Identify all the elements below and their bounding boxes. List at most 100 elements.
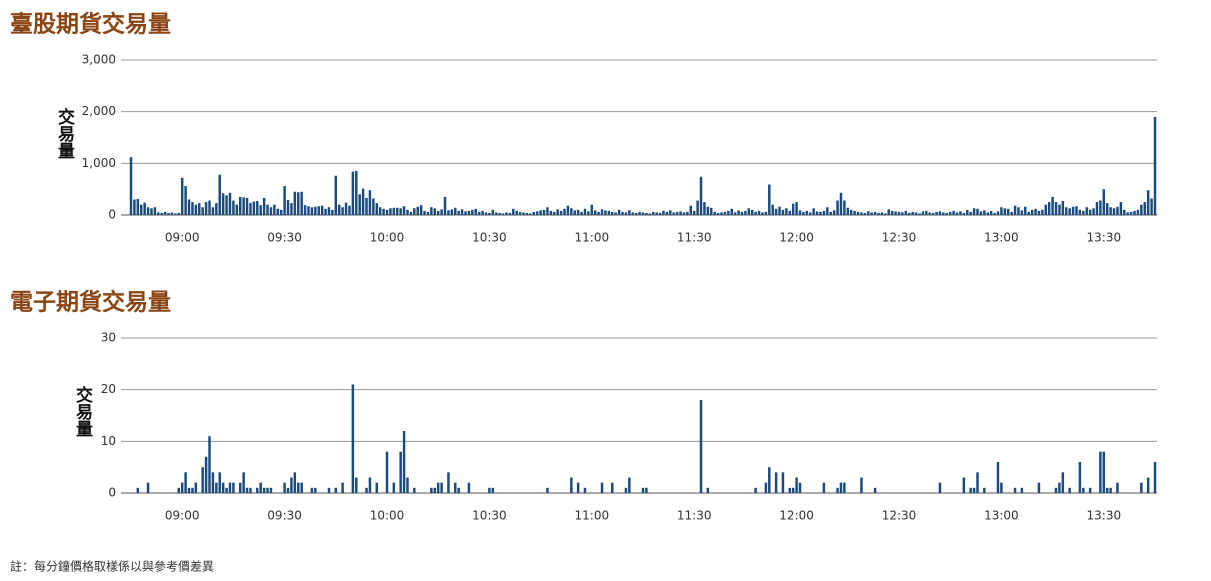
- bar: [146, 482, 150, 493]
- bar: [177, 487, 181, 493]
- bar: [942, 212, 945, 215]
- bar: [1099, 200, 1102, 215]
- bar: [297, 192, 300, 215]
- bar: [1109, 487, 1112, 493]
- bar: [1146, 190, 1150, 215]
- bar: [812, 208, 815, 215]
- bar: [945, 212, 949, 215]
- bar: [563, 208, 566, 215]
- bar: [481, 210, 484, 215]
- bar: [860, 477, 863, 493]
- bar: [634, 212, 638, 215]
- bar: [1140, 482, 1143, 493]
- bar: [221, 193, 225, 215]
- bar: [454, 207, 457, 215]
- bar: [911, 211, 914, 215]
- bar: [430, 487, 433, 493]
- bar: [822, 210, 826, 215]
- bar: [1030, 209, 1034, 215]
- bar: [853, 210, 856, 215]
- bar: [1102, 451, 1106, 493]
- bar: [1058, 204, 1061, 215]
- bar: [798, 482, 802, 493]
- bar: [1133, 210, 1136, 215]
- bar: [1126, 212, 1129, 215]
- bar: [457, 210, 460, 215]
- bar: [542, 209, 546, 215]
- x-tick-label: 12:00: [779, 509, 814, 523]
- bar: [1123, 209, 1126, 215]
- bar: [1003, 208, 1007, 215]
- bar: [488, 212, 491, 215]
- bar: [897, 211, 901, 215]
- bar: [710, 207, 713, 215]
- bar: [201, 207, 204, 215]
- bar: [1078, 462, 1082, 493]
- bar: [365, 197, 368, 215]
- bar: [549, 210, 553, 215]
- bar: [914, 212, 918, 215]
- bar: [320, 205, 324, 215]
- bar: [454, 482, 457, 493]
- bar: [692, 210, 696, 215]
- bar: [238, 196, 242, 215]
- bar: [184, 472, 187, 493]
- bar: [877, 212, 880, 215]
- bar: [378, 207, 382, 215]
- bar: [508, 212, 512, 215]
- bar: [996, 462, 1000, 493]
- bar: [204, 456, 208, 493]
- bar: [1105, 487, 1109, 493]
- bar: [300, 191, 303, 215]
- bar: [846, 207, 850, 215]
- bar: [1150, 198, 1153, 215]
- bar: [375, 203, 378, 215]
- bar: [269, 487, 273, 493]
- bar: [696, 200, 699, 215]
- bar: [750, 209, 754, 215]
- bar: [464, 211, 467, 215]
- bar: [402, 206, 406, 215]
- bar: [1017, 207, 1020, 215]
- bar: [1020, 210, 1024, 215]
- bar: [433, 208, 437, 215]
- bar: [1068, 487, 1071, 493]
- bar: [167, 212, 170, 215]
- bar: [358, 194, 361, 215]
- bar: [1136, 209, 1140, 215]
- bar: [600, 209, 604, 215]
- bar: [484, 212, 488, 215]
- bar: [658, 212, 662, 215]
- bar: [955, 212, 959, 215]
- bar: [638, 211, 641, 215]
- bar: [440, 482, 443, 493]
- bar: [423, 210, 426, 215]
- bar: [249, 487, 252, 493]
- bar: [518, 211, 522, 215]
- bar: [740, 211, 744, 215]
- bar: [856, 211, 860, 215]
- bar: [290, 477, 293, 493]
- bar: [341, 482, 344, 493]
- bar: [491, 487, 495, 493]
- chart-title: 電子期貨交易量: [10, 289, 171, 316]
- bar: [938, 211, 942, 215]
- bar: [590, 204, 594, 215]
- bar: [187, 199, 191, 215]
- bar: [583, 487, 587, 493]
- bar: [228, 192, 232, 215]
- bar: [198, 203, 201, 215]
- x-tick-label: 12:30: [882, 509, 917, 523]
- bar: [665, 211, 669, 215]
- bar: [293, 472, 297, 493]
- bar: [860, 212, 863, 215]
- bar: [706, 206, 710, 215]
- bar: [355, 171, 358, 215]
- x-tick-label: 09:00: [165, 231, 200, 245]
- x-tick-label: 10:00: [370, 231, 405, 245]
- bar: [228, 482, 232, 493]
- bar: [863, 212, 867, 215]
- bar: [791, 487, 795, 493]
- bar: [211, 207, 215, 215]
